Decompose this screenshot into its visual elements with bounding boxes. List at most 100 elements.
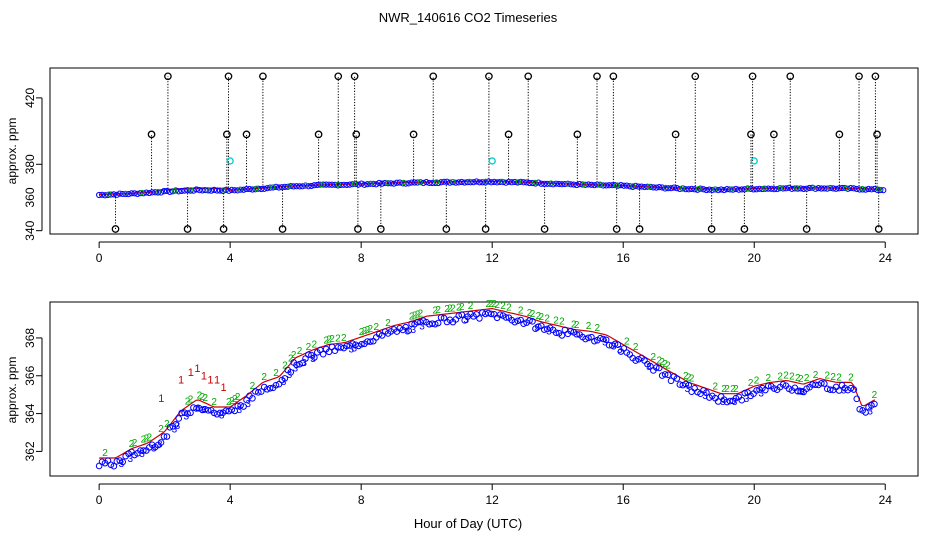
top-data-point [838, 184, 846, 192]
bottom-series-2-mark: 2 [485, 299, 491, 310]
top-data-point [682, 186, 689, 193]
top-data-point [331, 181, 339, 188]
top-data-point [328, 181, 336, 188]
bottom-data-point [140, 447, 147, 454]
bottom-data-point [797, 388, 805, 395]
bottom-data-point [193, 405, 200, 412]
top-data-point-green [302, 182, 309, 189]
top-flagged-point [352, 130, 361, 139]
top-data-point [163, 187, 171, 195]
top-data-point [738, 186, 745, 193]
top-data-point [107, 191, 115, 198]
top-y-tick-label: 420 [23, 88, 37, 108]
bottom-series-3-mark: 3 [867, 407, 873, 418]
bottom-series-2-mark: 2 [232, 394, 238, 405]
top-data-point [390, 180, 398, 187]
bottom-data-point [228, 406, 236, 414]
top-data-point [181, 187, 188, 194]
top-data-point [275, 184, 283, 191]
top-data-point [323, 181, 330, 188]
bottom-data-point [526, 317, 533, 324]
top-data-point [216, 187, 224, 194]
top-data-point-green [499, 178, 505, 185]
top-data-point [570, 181, 577, 188]
bottom-series-2-mark: 2 [141, 435, 147, 446]
top-data-point [573, 181, 580, 189]
bottom-series-3-mark: 3 [139, 449, 145, 460]
bottom-series-2-mark: 2 [766, 373, 772, 384]
top-flagged-point [835, 130, 844, 139]
bottom-series-2-mark: 2 [456, 303, 462, 314]
bottom-data-point [714, 398, 722, 405]
top-flagged-point [871, 72, 880, 81]
top-data-point-green [253, 185, 260, 191]
top-data-point-green [695, 185, 702, 192]
bottom-series-1-mark: 1 [221, 382, 227, 394]
top-data-point [785, 184, 793, 191]
bottom-series-2-mark: 2 [373, 322, 379, 333]
top-data-point [664, 185, 672, 192]
top-data-point [267, 184, 274, 191]
top-data-point [440, 178, 448, 185]
top-flagged-point [770, 130, 778, 139]
bottom-data-point [741, 389, 749, 397]
top-data-point-green [106, 191, 112, 197]
top-data-point [644, 183, 651, 190]
bottom-data-point [591, 337, 598, 345]
bottom-series-2-mark: 2 [385, 318, 391, 329]
top-data-point [541, 180, 548, 187]
top-data-point [340, 181, 347, 188]
bottom-data-point [458, 311, 466, 318]
top-data-point [364, 181, 371, 188]
x-axis-label: Hour of Day (UTC) [414, 516, 522, 531]
bottom-data-point [823, 385, 831, 393]
top-flagged-point [164, 72, 172, 81]
bottom-series-2-mark: 2 [494, 300, 500, 311]
top-flagged-point [314, 130, 323, 139]
top-data-point [517, 178, 524, 185]
bottom-data-point [611, 340, 619, 348]
top-data-point [835, 185, 843, 192]
bottom-data-point [514, 317, 522, 325]
bottom-series-2-mark: 2 [368, 324, 374, 335]
bottom-series-1-mark: 1 [188, 367, 194, 379]
top-x-tick-label: 16 [617, 251, 631, 265]
top-data-point [617, 182, 625, 189]
top-flagged-point [350, 72, 359, 81]
top-data-point [579, 181, 586, 188]
bottom-data-point [723, 398, 731, 406]
bottom-series-2-mark: 2 [813, 370, 819, 381]
bottom-series-3-mark: 3 [237, 405, 243, 416]
bottom-data-point [487, 310, 495, 318]
top-data-point-green [237, 186, 243, 193]
bottom-series-2-mark: 2 [571, 319, 577, 330]
bottom-data-point [655, 364, 663, 372]
top-data-point [741, 186, 748, 193]
bottom-series-3-mark: 3 [151, 444, 157, 455]
bottom-series-2-mark: 2 [783, 371, 789, 382]
bottom-data-point [561, 326, 569, 334]
top-data-point [379, 180, 386, 187]
bottom-series-3-mark: 3 [293, 363, 299, 374]
bottom-series-2-mark: 2 [488, 299, 494, 310]
top-data-point [818, 185, 825, 192]
top-data-point [806, 184, 813, 192]
bottom-data-point [266, 384, 274, 392]
top-flagged-point [873, 130, 881, 139]
top-data-point [511, 178, 518, 186]
top-data-point [157, 189, 165, 196]
top-data-point [443, 178, 451, 185]
bottom-data-point [753, 387, 760, 394]
top-flagged-point [504, 130, 513, 139]
top-data-point [308, 182, 315, 190]
top-data-point [491, 178, 498, 185]
top-data-point [508, 179, 515, 186]
bottom-series-3-mark: 3 [127, 454, 133, 465]
bottom-series-3-mark: 3 [195, 403, 201, 414]
bottom-series-1-mark: 1 [214, 374, 220, 386]
bottom-data-point [255, 389, 262, 396]
top-data-point [529, 179, 536, 187]
top-data-point [485, 178, 492, 185]
bottom-data-point [157, 439, 165, 446]
bottom-series-3-mark: 3 [405, 326, 411, 337]
